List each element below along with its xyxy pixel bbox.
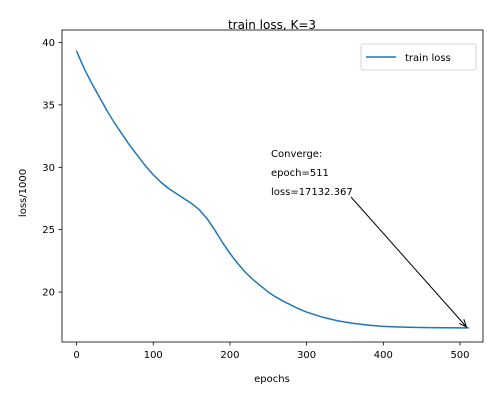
annotation-line-epoch: epoch=511 [271,168,329,179]
legend-box [360,43,477,71]
x-tick-label: 400 [374,350,393,361]
legend-label-train-loss: train loss [405,53,451,64]
y-tick-label: 35 [42,100,55,111]
chart-title: train loss, K=3 [228,18,316,32]
x-axis-label: epochs [254,374,290,385]
x-tick-label: 0 [73,350,79,361]
x-tick-label: 100 [144,350,163,361]
y-tick-label: 25 [42,225,55,236]
converge-annotation: Converge: epoch=511 loss=17132.367 [271,149,468,328]
x-tick-label: 200 [220,350,239,361]
y-tick-label: 20 [42,288,55,299]
legend: train loss [360,43,477,71]
annotation-arrow-shaft [350,196,467,328]
series-line-train-loss [75,50,470,329]
y-tick-label: 30 [42,163,55,174]
y-axis-ticks: 20 25 30 35 40 [42,38,62,299]
x-tick-label: 300 [297,350,316,361]
axes-frame [61,29,484,343]
y-tick-label: 40 [42,38,55,49]
x-tick-label: 500 [450,350,469,361]
plot-area [61,29,484,343]
annotation-arrow-head [458,319,468,328]
annotation-line-title: Converge: [271,149,322,160]
x-axis-ticks: 0 100 200 300 400 500 [73,342,470,361]
y-axis-label: loss/1000 [18,169,29,217]
annotation-line-loss: loss=17132.367 [271,187,353,198]
